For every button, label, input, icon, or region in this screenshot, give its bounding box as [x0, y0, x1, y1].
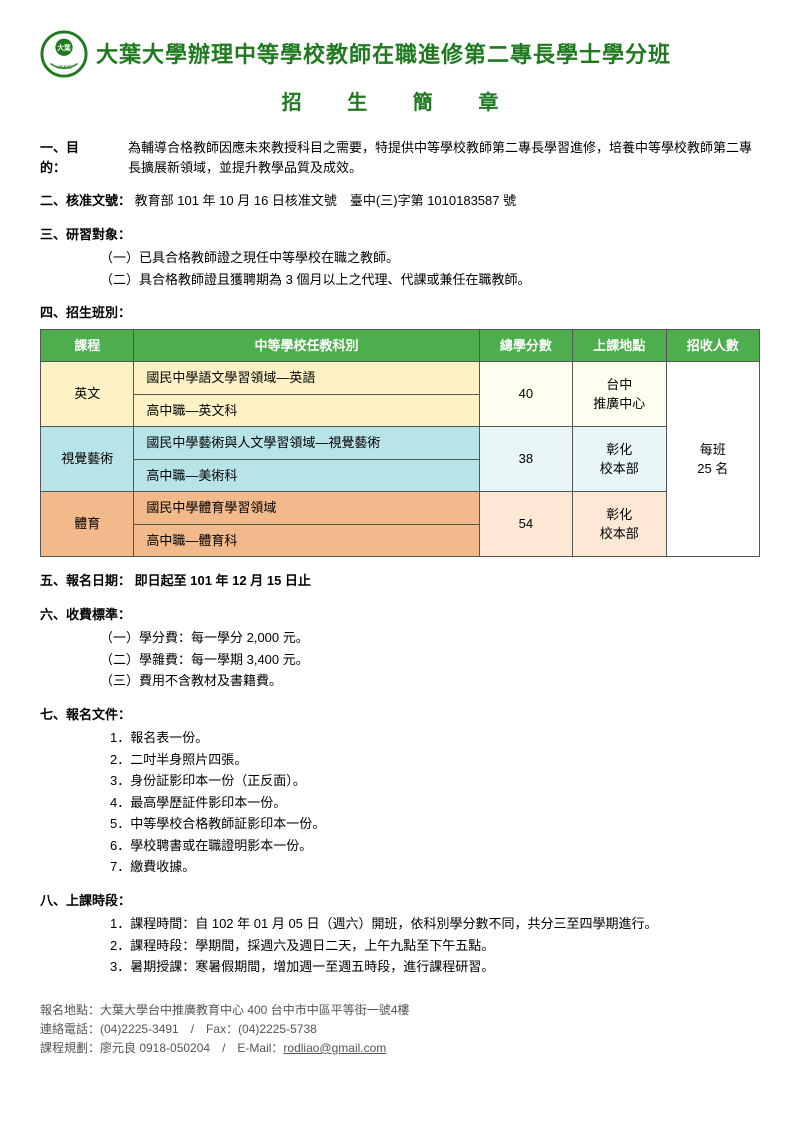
col-subject: 中等學校任教科別 [134, 329, 479, 362]
section-classes: 四、招生班別： 課程 中等學校任教科別 總學分數 上課地點 招收人數 英文 國民… [40, 303, 760, 557]
list-item: 3．暑期授課：寒暑假期間，增加週一至週五時段，進行課程研習。 [110, 957, 760, 977]
footer: 報名地點：大葉大學台中推廣教育中心 400 台中市中區平等街一號4樓 連絡電話：… [40, 1001, 760, 1059]
list-item: 4．最高學歷証件影印本一份。 [110, 793, 760, 813]
cell-subject: 國民中學體育學習領域 [134, 492, 479, 525]
cell-capacity: 每班 25 名 [666, 362, 759, 557]
audience-list: （一）已具合格教師證之現任中等學校在職之教師。 （二）具合格教師證且獲聘期為 3… [40, 248, 760, 289]
footer-contact: 課程規劃：廖元良 0918-050204 / E-Mail：rodliao@gm… [40, 1039, 760, 1058]
footer-address: 報名地點：大葉大學台中推廣教育中心 400 台中市中區平等街一號4樓 [40, 1001, 760, 1020]
cell-credits: 54 [479, 492, 572, 557]
cell-subject: 國民中學藝術與人文學習領域—視覺藝術 [134, 427, 479, 460]
col-course: 課程 [41, 329, 134, 362]
section-documents: 七、報名文件： 1．報名表一份。 2．二吋半身照片四張。 3．身份証影印本一份（… [40, 705, 760, 877]
section-body: 即日起至 101 年 12 月 15 日止 [135, 573, 311, 588]
table-header-row: 課程 中等學校任教科別 總學分數 上課地點 招收人數 [41, 329, 760, 362]
section-fees: 六、收費標準： （一）學分費：每一學分 2,000 元。 （二）學雜費：每一學期… [40, 605, 760, 691]
list-item: 1．報名表一份。 [110, 728, 760, 748]
cell-location: 彰化 校本部 [573, 492, 666, 557]
page-subtitle: 招 生 簡 章 [40, 88, 760, 118]
section-label: 四、招生班別： [40, 305, 131, 320]
table-row: 英文 國民中學語文學習領域—英語 40 台中 推廣中心 每班 25 名 [41, 362, 760, 395]
section-label: 八、上課時段： [40, 893, 131, 908]
documents-list: 1．報名表一份。 2．二吋半身照片四張。 3．身份証影印本一份（正反面）。 4．… [40, 728, 760, 877]
cell-location: 台中 推廣中心 [573, 362, 666, 427]
cell-course: 體育 [41, 492, 134, 557]
section-label: 一、目 的： [40, 138, 128, 177]
col-credits: 總學分數 [479, 329, 572, 362]
section-deadline: 五、報名日期： 即日起至 101 年 12 月 15 日止 [40, 571, 760, 591]
table-row: 視覺藝術 國民中學藝術與人文學習領域—視覺藝術 38 彰化 校本部 [41, 427, 760, 460]
section-label: 三、研習對象： [40, 227, 131, 242]
list-item: 5．中等學校合格教師証影印本一份。 [110, 814, 760, 834]
section-schedule: 八、上課時段： 1．課程時間：自 102 年 01 月 05 日（週六）開班，依… [40, 891, 760, 977]
cell-course: 英文 [41, 362, 134, 427]
list-item: 2．課程時段：學期間，採週六及週日二天，上午九點至下午五點。 [110, 936, 760, 956]
list-item: （一）學分費：每一學分 2,000 元。 [100, 628, 760, 648]
section-label: 五、報名日期： [40, 573, 131, 588]
section-body: 為輔導合格教師因應未來教授科目之需要，特提供中等學校教師第二專長學習進修，培養中… [128, 138, 760, 177]
fees-list: （一）學分費：每一學分 2,000 元。 （二）學雜費：每一學期 3,400 元… [40, 628, 760, 691]
cell-credits: 40 [479, 362, 572, 427]
section-approval: 二、核准文號： 教育部 101 年 10 月 16 日核准文號 臺中(三)字第 … [40, 191, 760, 211]
cell-credits: 38 [479, 427, 572, 492]
footer-contact-text: 課程規劃：廖元良 0918-050204 / E-Mail： [40, 1041, 283, 1055]
list-item: 1．課程時間：自 102 年 01 月 05 日（週六）開班，依科別學分數不同，… [110, 914, 760, 934]
footer-email-link[interactable]: rodliao@gmail.com [283, 1041, 386, 1055]
list-item: （二）學雜費：每一學期 3,400 元。 [100, 650, 760, 670]
col-location: 上課地點 [573, 329, 666, 362]
university-logo-icon: 大葉 UNIVE [40, 30, 88, 78]
col-capacity: 招收人數 [666, 329, 759, 362]
section-label: 七、報名文件： [40, 707, 131, 722]
cell-subject: 高中職—美術科 [134, 459, 479, 492]
table-row: 體育 國民中學體育學習領域 54 彰化 校本部 [41, 492, 760, 525]
schedule-list: 1．課程時間：自 102 年 01 月 05 日（週六）開班，依科別學分數不同，… [40, 914, 760, 977]
classes-table: 課程 中等學校任教科別 總學分數 上課地點 招收人數 英文 國民中學語文學習領域… [40, 329, 760, 558]
list-item: 7．繳費收據。 [110, 857, 760, 877]
cell-subject: 高中職—體育科 [134, 524, 479, 557]
section-purpose: 一、目 的： 為輔導合格教師因應未來教授科目之需要，特提供中等學校教師第二專長學… [40, 138, 760, 177]
section-label: 二、核准文號： [40, 193, 131, 208]
list-item: 2．二吋半身照片四張。 [110, 750, 760, 770]
section-label: 六、收費標準： [40, 607, 131, 622]
footer-phone: 連絡電話：(04)2225-3491 / Fax：(04)2225-5738 [40, 1020, 760, 1039]
cell-location: 彰化 校本部 [573, 427, 666, 492]
cell-subject: 高中職—英文科 [134, 394, 479, 427]
page-title: 大葉大學辦理中等學校教師在職進修第二專長學士學分班 [96, 38, 671, 71]
cell-course: 視覺藝術 [41, 427, 134, 492]
list-item: （一）已具合格教師證之現任中等學校在職之教師。 [100, 248, 760, 268]
cell-subject: 國民中學語文學習領域—英語 [134, 362, 479, 395]
list-item: （三）費用不含教材及書籍費。 [100, 671, 760, 691]
header-row: 大葉 UNIVE 大葉大學辦理中等學校教師在職進修第二專長學士學分班 [40, 30, 760, 78]
section-body: 教育部 101 年 10 月 16 日核准文號 臺中(三)字第 10101835… [135, 193, 516, 208]
list-item: 6．學校聘書或在職證明影本一份。 [110, 836, 760, 856]
svg-text:UNIVE: UNIVE [57, 64, 72, 70]
list-item: （二）具合格教師證且獲聘期為 3 個月以上之代理、代課或兼任在職教師。 [100, 270, 760, 290]
section-audience: 三、研習對象： （一）已具合格教師證之現任中等學校在職之教師。 （二）具合格教師… [40, 225, 760, 290]
list-item: 3．身份証影印本一份（正反面）。 [110, 771, 760, 791]
